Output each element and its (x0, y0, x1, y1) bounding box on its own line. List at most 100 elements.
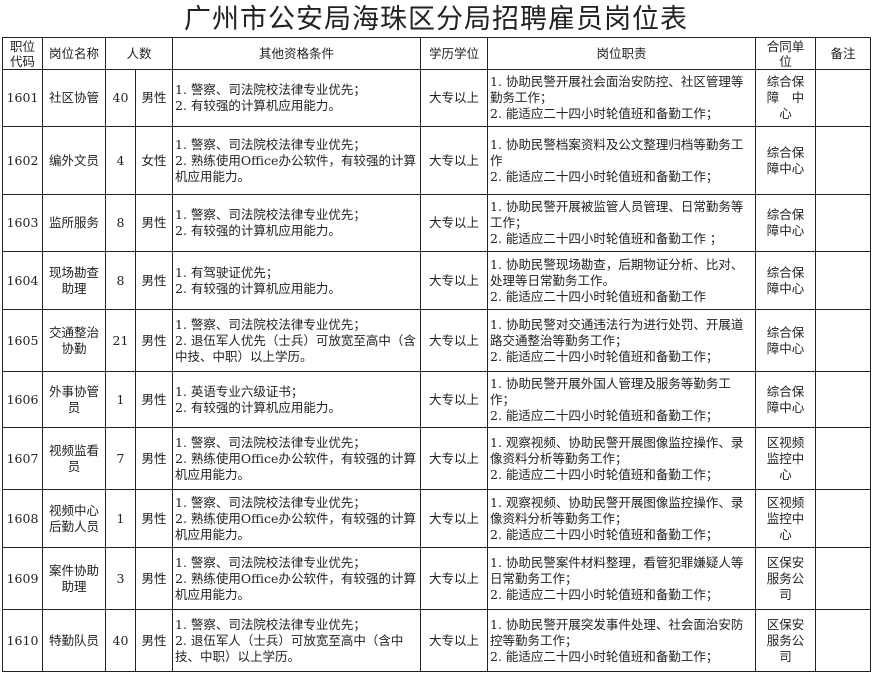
table-row: 1605 交通整治 协勤 21 男性 1. 警察、司法院校法律专业优先； 2. 退伍军人… (2, 309, 872, 372)
cell-code: 1610 (2, 609, 43, 672)
cell-gender: 男性 (134, 489, 174, 548)
cell-notes (815, 427, 872, 490)
cell-code: 1604 (2, 251, 43, 310)
cell-name: 编外文员 (42, 126, 106, 195)
cell-gender: 男性 (134, 427, 174, 490)
header-education: 学历学位 (420, 37, 489, 70)
positions-table: 职位 代码 岗位名称 人数 其他资格条件 学历学位 岗位职责 合同单 位 备注 … (2, 37, 872, 672)
cell-unit: 综合保 障 中 心 (755, 69, 817, 127)
table-header-row: 职位 代码 岗位名称 人数 其他资格条件 学历学位 岗位职责 合同单 位 备注 (2, 37, 872, 70)
cell-conditions: 1. 警察、司法院校法律专业优先； 2. 熟练使用Office办公软件，有较强的… (172, 547, 422, 610)
cell-code: 1609 (2, 547, 43, 610)
cell-duties: 1. 协助民警开展被监管人员管理、日常勤务等工作； 2. 能适应二十四小时轮值班… (487, 194, 757, 252)
cell-code: 1601 (2, 69, 43, 127)
cell-education: 大专以上 (420, 371, 489, 428)
cell-education: 大专以上 (420, 194, 489, 252)
cell-name: 交通整治 协勤 (42, 309, 106, 372)
cell-conditions: 1. 英语专业六级证书； 2. 有较强的计算机应用能力。 (172, 371, 422, 428)
cell-name: 视频中心 后勤人员 (42, 489, 106, 548)
header-count: 人数 (104, 37, 174, 70)
cell-count: 21 (105, 309, 136, 372)
cell-unit: 综合保 障中心 (755, 126, 817, 195)
cell-unit: 区保安 服务公 司 (755, 547, 817, 610)
cell-duties: 1. 协助民警案件材料整理，看管犯罪嫌疑人等日常勤务工作； 2. 能适应二十四小… (487, 547, 757, 610)
cell-education: 大专以上 (420, 251, 489, 310)
header-unit: 合同单 位 (755, 37, 817, 70)
cell-count: 4 (105, 126, 136, 195)
cell-name: 社区协管 (42, 69, 106, 127)
table-row: 1610 特勤队员 40 男性 1. 警察、司法院校法律专业优先； 2. 退伍军人（士兵… (2, 609, 872, 672)
cell-unit: 综合保 障中心 (755, 251, 817, 310)
cell-notes (815, 547, 872, 610)
cell-notes (815, 126, 872, 195)
cell-education: 大专以上 (420, 309, 489, 372)
cell-duties: 1. 协助民警开展外国人管理及服务等勤务工作； 2. 能适应二十四小时轮值班和备… (487, 371, 757, 428)
cell-code: 1607 (2, 427, 43, 490)
cell-name: 案件协助 助理 (42, 547, 106, 610)
cell-gender: 男性 (134, 371, 174, 428)
cell-count: 8 (105, 251, 136, 310)
header-notes: 备注 (815, 37, 872, 70)
cell-conditions: 1. 警察、司法院校法律专业优先； 2. 熟练使用Office办公软件，有较强的… (172, 489, 422, 548)
cell-duties: 1. 协助民警对交通违法行为进行处罚、开展道路交通整治等勤务工作； 2. 能适应… (487, 309, 757, 372)
cell-education: 大专以上 (420, 69, 489, 127)
cell-name: 特勤队员 (42, 609, 106, 672)
cell-notes (815, 309, 872, 372)
cell-notes (815, 251, 872, 310)
cell-unit: 综合保 障中心 (755, 194, 817, 252)
header-name: 岗位名称 (42, 37, 106, 70)
cell-unit: 区保安 服务公 司 (755, 609, 817, 672)
cell-count: 3 (105, 547, 136, 610)
cell-name: 监所服务 (42, 194, 106, 252)
cell-education: 大专以上 (420, 489, 489, 548)
cell-unit: 综合保 障中心 (755, 309, 817, 372)
cell-duties: 1. 观察视频、协助民警开展图像监控操作、录像资料分析等勤务工作； 2. 能适应… (487, 489, 757, 548)
cell-gender: 男性 (134, 609, 174, 672)
cell-education: 大专以上 (420, 547, 489, 610)
cell-count: 7 (105, 427, 136, 490)
header-duties: 岗位职责 (487, 37, 757, 70)
table-row: 1602 编外文员 4 女性 1. 警察、司法院校法律专业优先； 2. 熟练使用Offi… (2, 126, 872, 195)
cell-count: 40 (105, 609, 136, 672)
cell-notes (815, 371, 872, 428)
cell-duties: 1. 协助民警开展社会面治安防控、社区管理等勤务工作； 2. 能适应二十四小时轮… (487, 69, 757, 127)
cell-conditions: 1. 有驾驶证优先； 2. 有较强的计算机应用能力。 (172, 251, 422, 310)
table-row: 1608 视频中心 后勤人员 1 男性 1. 警察、司法院校法律专业优先； 2. 熟练使… (2, 489, 872, 548)
cell-name: 外事协管 员 (42, 371, 106, 428)
cell-count: 1 (105, 489, 136, 548)
cell-unit: 综合保 障中心 (755, 371, 817, 428)
cell-count: 1 (105, 371, 136, 428)
cell-gender: 男性 (134, 69, 174, 127)
cell-duties: 1. 协助民警开展突发事件处理、社会面治安防控等勤务工作； 2. 能适应二十四小… (487, 609, 757, 672)
cell-notes (815, 489, 872, 548)
cell-duties: 1. 观察视频、协助民警开展图像监控操作、录像资料分析等勤务工作； 2. 能适应… (487, 427, 757, 490)
cell-code: 1602 (2, 126, 43, 195)
cell-conditions: 1. 警察、司法院校法律专业优先； 2. 熟练使用Office办公软件，有较强的… (172, 126, 422, 195)
cell-gender: 女性 (134, 126, 174, 195)
table-row: 1609 案件协助 助理 3 男性 1. 警察、司法院校法律专业优先； 2. 熟练使用O… (2, 547, 872, 610)
cell-unit: 区视频 监控中 心 (755, 427, 817, 490)
cell-code: 1603 (2, 194, 43, 252)
cell-education: 大专以上 (420, 126, 489, 195)
cell-name: 现场勘查 助理 (42, 251, 106, 310)
cell-conditions: 1. 警察、司法院校法律专业优先； 2. 退伍军人（士兵）可放宽至高中（含中技、… (172, 609, 422, 672)
cell-gender: 男性 (134, 309, 174, 372)
page-title: 广州市公安局海珠区分局招聘雇员岗位表 (184, 4, 688, 35)
cell-conditions: 1. 警察、司法院校法律专业优先； 2. 熟练使用Office办公软件，有较强的… (172, 427, 422, 490)
cell-conditions: 1. 警察、司法院校法律专业优先； 2. 有较强的计算机应用能力。 (172, 194, 422, 252)
cell-gender: 男性 (134, 251, 174, 310)
cell-name: 视频监看 员 (42, 427, 106, 490)
cell-unit: 区视频 监控中 心 (755, 489, 817, 548)
cell-notes (815, 69, 872, 127)
cell-notes (815, 609, 872, 672)
cell-education: 大专以上 (420, 609, 489, 672)
cell-notes (815, 194, 872, 252)
cell-duties: 1. 协助民警现场勘查，后期物证分析、比对、处理等日常勤务工作。 2. 能适应二… (487, 251, 757, 310)
cell-duties: 1. 协助民警档案资料及公文整理归档等勤务工作 2. 能适应二十四小时轮值班和备… (487, 126, 757, 195)
table-row: 1606 外事协管 员 1 男性 1. 英语专业六级证书； 2. 有较强的计算机应用能力… (2, 371, 872, 428)
cell-education: 大专以上 (420, 427, 489, 490)
cell-code: 1608 (2, 489, 43, 548)
table-row: 1603 监所服务 8 男性 1. 警察、司法院校法律专业优先； 2. 有较强的计算机应… (2, 194, 872, 252)
cell-count: 8 (105, 194, 136, 252)
header-code: 职位 代码 (2, 37, 43, 70)
